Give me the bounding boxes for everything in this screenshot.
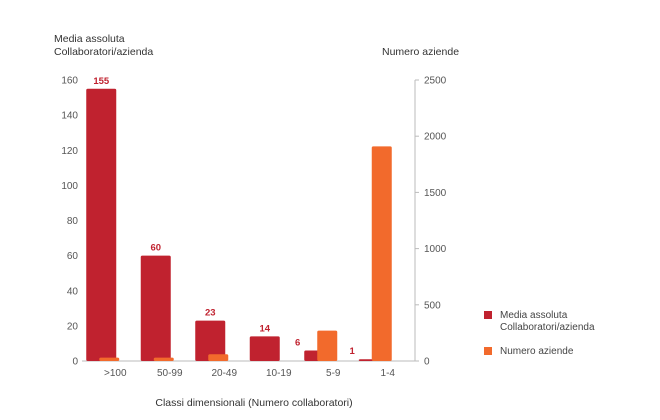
left-tick-label: 140: [61, 111, 78, 122]
bar-numero: [99, 357, 120, 361]
data-label-media: 14: [259, 323, 270, 334]
x-tick-label: 50-99: [157, 368, 183, 379]
legend-swatch: [484, 311, 492, 319]
x-tick-label: >100: [104, 368, 127, 379]
bar-media: [140, 255, 171, 361]
left-tick-label: 40: [67, 286, 79, 297]
data-label-media: 1: [349, 346, 355, 357]
bar-numero: [153, 357, 174, 361]
legend-label: Media assoluta: [500, 310, 568, 321]
legend-swatch: [484, 347, 492, 355]
bar-numero: [317, 330, 338, 361]
left-tick-label: 60: [67, 251, 79, 262]
right-axis-title: Numero aziende: [382, 46, 459, 58]
left-axis-title-line1: Media assoluta: [54, 33, 125, 45]
x-tick-label: 10-19: [266, 368, 292, 379]
left-axis-title-line2: Collaboratori/azienda: [54, 46, 153, 58]
right-tick-label: 2500: [424, 76, 447, 87]
right-tick-label: 2000: [424, 132, 447, 143]
legend-label: Collaboratori/azienda: [500, 322, 595, 333]
data-label-media: 155: [93, 76, 110, 87]
right-tick-label: 1500: [424, 188, 447, 199]
x-tick-label: 5-9: [326, 368, 341, 379]
left-tick-label: 80: [67, 216, 79, 227]
right-tick-label: 1000: [424, 244, 447, 255]
bar-media: [86, 88, 117, 361]
data-label-media: 6: [295, 337, 300, 348]
left-tick-label: 0: [72, 357, 78, 368]
left-tick-label: 160: [61, 76, 78, 87]
bar-numero: [208, 354, 229, 361]
bar-media: [195, 320, 226, 361]
data-label-media: 23: [205, 308, 216, 319]
left-tick-label: 120: [61, 146, 78, 157]
x-tick-label: 1-4: [381, 368, 396, 379]
bar-numero: [371, 146, 392, 361]
x-axis-title: Classi dimensionali (Numero collaborator…: [155, 397, 352, 409]
data-label-media: 60: [150, 243, 161, 254]
right-tick-label: 0: [424, 357, 430, 368]
left-tick-label: 20: [67, 321, 79, 332]
right-tick-label: 500: [424, 300, 441, 311]
bar-media: [249, 336, 280, 361]
legend-label: Numero aziende: [500, 346, 574, 357]
left-tick-label: 100: [61, 181, 78, 192]
x-tick-label: 20-49: [211, 368, 237, 379]
